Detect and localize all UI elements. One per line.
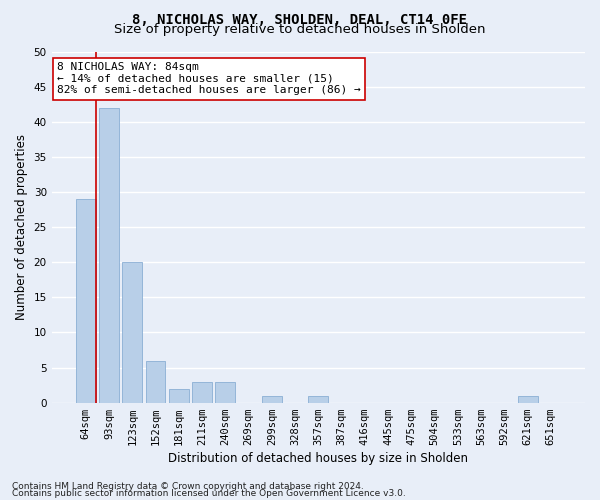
Bar bbox=[122, 262, 142, 402]
Text: Contains public sector information licensed under the Open Government Licence v3: Contains public sector information licen… bbox=[12, 489, 406, 498]
Bar bbox=[308, 396, 328, 402]
Bar bbox=[215, 382, 235, 402]
Bar bbox=[518, 396, 538, 402]
Bar bbox=[99, 108, 119, 403]
Bar bbox=[146, 360, 166, 403]
Text: 8 NICHOLAS WAY: 84sqm
← 14% of detached houses are smaller (15)
82% of semi-deta: 8 NICHOLAS WAY: 84sqm ← 14% of detached … bbox=[57, 62, 361, 95]
Text: Size of property relative to detached houses in Sholden: Size of property relative to detached ho… bbox=[114, 22, 486, 36]
Y-axis label: Number of detached properties: Number of detached properties bbox=[15, 134, 28, 320]
X-axis label: Distribution of detached houses by size in Sholden: Distribution of detached houses by size … bbox=[169, 452, 469, 465]
Text: 8, NICHOLAS WAY, SHOLDEN, DEAL, CT14 0FE: 8, NICHOLAS WAY, SHOLDEN, DEAL, CT14 0FE bbox=[133, 12, 467, 26]
Bar bbox=[262, 396, 282, 402]
Bar bbox=[76, 199, 95, 402]
Bar bbox=[192, 382, 212, 402]
Text: Contains HM Land Registry data © Crown copyright and database right 2024.: Contains HM Land Registry data © Crown c… bbox=[12, 482, 364, 491]
Bar bbox=[169, 388, 188, 402]
